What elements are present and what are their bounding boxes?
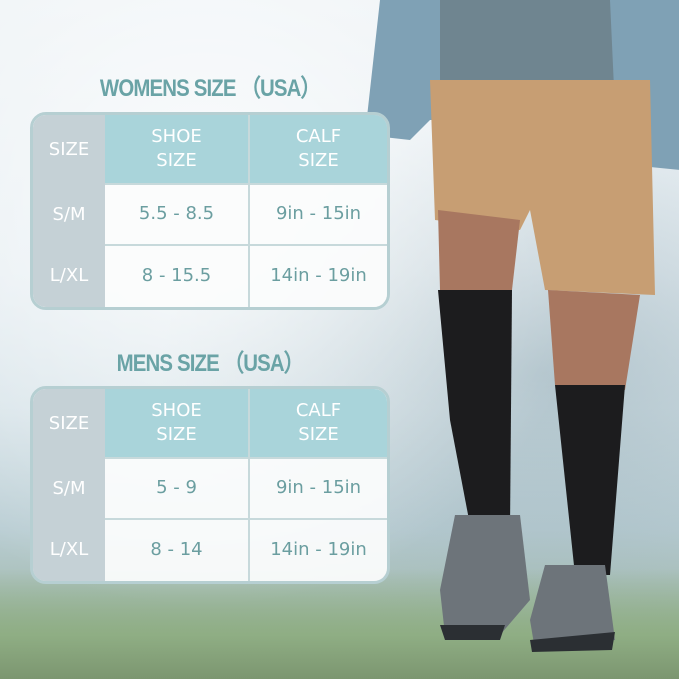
- womens-size-title: WOMENS SIZE （USA）: [99, 75, 321, 102]
- header-calf-size: CALF SIZE: [250, 389, 387, 459]
- mens-size-title: MENS SIZE （USA）: [116, 350, 305, 377]
- calf-size-value: 9in - 15in: [250, 459, 387, 520]
- shoe-size-value: 8 - 14: [105, 520, 250, 581]
- shoe-size-value: 8 - 15.5: [105, 246, 250, 307]
- header-calf-size: CALF SIZE: [250, 115, 387, 185]
- size-label: S/M: [33, 185, 105, 246]
- size-label: S/M: [33, 459, 105, 520]
- shoe-size-value: 5.5 - 8.5: [105, 185, 250, 246]
- shoe-size-value: 5 - 9: [105, 459, 250, 520]
- womens-size-table: SIZE SHOE SIZE CALF SIZE S/M 5.5 - 8.5 9…: [30, 112, 390, 310]
- header-size: SIZE: [33, 389, 105, 459]
- mens-size-table: SIZE SHOE SIZE CALF SIZE S/M 5 - 9 9in -…: [30, 386, 390, 584]
- size-label: L/XL: [33, 246, 105, 307]
- header-size: SIZE: [33, 115, 105, 185]
- calf-size-value: 9in - 15in: [250, 185, 387, 246]
- hiker-in-compression-socks: [365, 0, 679, 652]
- calf-size-value: 14in - 19in: [250, 520, 387, 581]
- calf-size-value: 14in - 19in: [250, 246, 387, 307]
- size-label: L/XL: [33, 520, 105, 581]
- header-shoe-size: SHOE SIZE: [105, 115, 250, 185]
- header-shoe-size: SHOE SIZE: [105, 389, 250, 459]
